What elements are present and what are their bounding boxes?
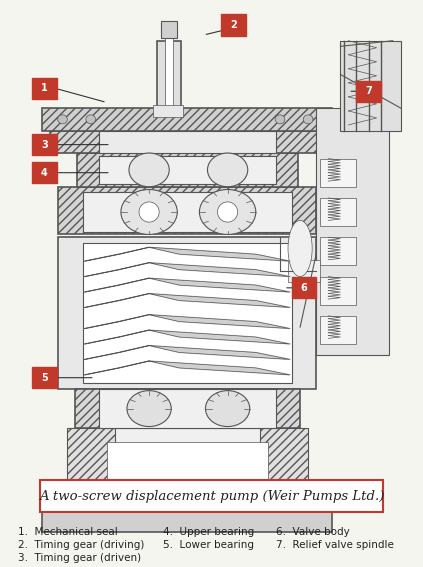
Polygon shape bbox=[149, 345, 290, 359]
Polygon shape bbox=[85, 294, 149, 307]
Ellipse shape bbox=[303, 115, 313, 124]
Bar bbox=[320, 316, 357, 344]
Bar bbox=[82, 243, 292, 383]
Polygon shape bbox=[85, 263, 149, 277]
Bar bbox=[82, 192, 292, 232]
Bar bbox=[58, 187, 316, 235]
Ellipse shape bbox=[288, 221, 312, 277]
Ellipse shape bbox=[121, 189, 177, 235]
Text: 3.  Timing gear (driven): 3. Timing gear (driven) bbox=[18, 553, 141, 564]
Text: 4.  Upper bearing: 4. Upper bearing bbox=[163, 527, 254, 536]
Bar bbox=[50, 130, 324, 153]
Bar bbox=[99, 156, 276, 184]
Bar bbox=[320, 237, 357, 265]
Bar bbox=[341, 41, 401, 130]
Bar bbox=[107, 442, 268, 498]
Ellipse shape bbox=[275, 115, 285, 124]
Bar bbox=[161, 21, 177, 38]
Polygon shape bbox=[149, 247, 290, 261]
Bar bbox=[58, 237, 316, 389]
FancyBboxPatch shape bbox=[32, 162, 57, 183]
Bar bbox=[99, 130, 276, 153]
Bar bbox=[320, 198, 357, 226]
Bar bbox=[99, 389, 276, 428]
Polygon shape bbox=[85, 345, 149, 359]
Bar bbox=[153, 105, 183, 117]
Ellipse shape bbox=[217, 202, 238, 222]
Bar bbox=[320, 277, 357, 304]
Polygon shape bbox=[149, 278, 290, 292]
Ellipse shape bbox=[206, 391, 250, 426]
FancyBboxPatch shape bbox=[221, 14, 246, 36]
Text: 1.  Mechanical seal: 1. Mechanical seal bbox=[18, 527, 118, 536]
Bar bbox=[77, 153, 298, 187]
Polygon shape bbox=[85, 247, 149, 261]
Polygon shape bbox=[149, 263, 290, 277]
Text: 2: 2 bbox=[230, 20, 237, 30]
Ellipse shape bbox=[86, 115, 96, 124]
Ellipse shape bbox=[129, 153, 169, 187]
Text: 2.  Timing gear (driving): 2. Timing gear (driving) bbox=[18, 540, 145, 550]
Text: 7: 7 bbox=[365, 86, 372, 96]
Bar bbox=[320, 159, 357, 187]
Text: 1: 1 bbox=[41, 83, 48, 94]
FancyBboxPatch shape bbox=[32, 134, 57, 155]
Bar bbox=[260, 428, 308, 501]
Polygon shape bbox=[85, 361, 149, 375]
Ellipse shape bbox=[127, 391, 171, 426]
FancyBboxPatch shape bbox=[292, 277, 316, 298]
Bar bbox=[42, 501, 332, 532]
Bar bbox=[91, 428, 284, 501]
Polygon shape bbox=[85, 330, 149, 344]
Bar bbox=[42, 108, 332, 130]
Ellipse shape bbox=[207, 153, 248, 187]
Polygon shape bbox=[149, 330, 290, 344]
Bar bbox=[288, 260, 320, 282]
Ellipse shape bbox=[199, 189, 256, 235]
Text: 4: 4 bbox=[41, 168, 48, 177]
Ellipse shape bbox=[139, 202, 159, 222]
Bar bbox=[165, 24, 173, 108]
Polygon shape bbox=[85, 278, 149, 292]
Text: 3: 3 bbox=[41, 139, 48, 150]
Polygon shape bbox=[85, 315, 149, 328]
FancyBboxPatch shape bbox=[32, 78, 57, 99]
Polygon shape bbox=[149, 315, 290, 328]
Bar bbox=[66, 428, 115, 501]
FancyBboxPatch shape bbox=[40, 480, 383, 513]
Bar bbox=[74, 389, 300, 428]
FancyBboxPatch shape bbox=[356, 81, 381, 102]
FancyBboxPatch shape bbox=[32, 367, 57, 388]
Bar bbox=[157, 41, 181, 108]
Polygon shape bbox=[149, 294, 290, 307]
Text: 5.  Lower bearing: 5. Lower bearing bbox=[163, 540, 254, 550]
Text: 5: 5 bbox=[41, 373, 48, 383]
Text: 6: 6 bbox=[301, 283, 308, 293]
Ellipse shape bbox=[58, 115, 67, 124]
Text: 7.  Relief valve spindle: 7. Relief valve spindle bbox=[276, 540, 394, 550]
Bar bbox=[316, 108, 389, 355]
Polygon shape bbox=[149, 361, 290, 375]
Text: A two-screw displacement pump (Weir Pumps Ltd.): A two-screw displacement pump (Weir Pump… bbox=[39, 490, 384, 503]
Text: 6.  Valve body: 6. Valve body bbox=[276, 527, 350, 536]
